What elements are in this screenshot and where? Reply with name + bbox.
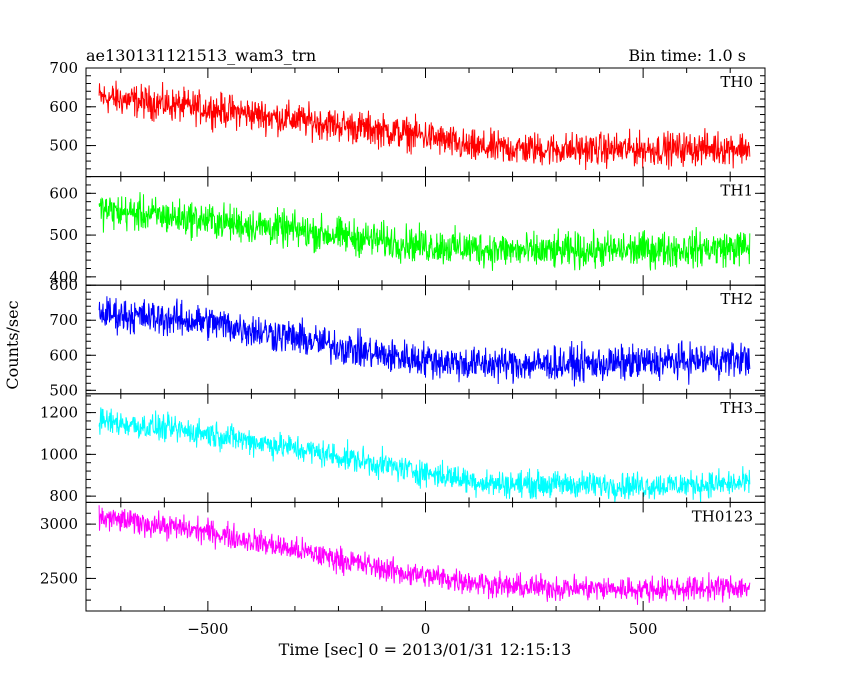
x-tick-label: 0 xyxy=(421,620,431,638)
bin-time-label: Bin time: 1.0 s xyxy=(628,46,746,65)
y-tick-label: 800 xyxy=(49,276,78,294)
panel-th1: 400 500 600 TH1 xyxy=(49,176,766,286)
y-tick-label: 500 xyxy=(49,137,78,155)
x-tick-label: 500 xyxy=(629,620,658,638)
panel-th2: 500 600 700 800 TH2 xyxy=(49,276,766,399)
panel-label: TH1 xyxy=(720,182,753,200)
y-tick-label: 600 xyxy=(49,346,78,364)
y-tick-label: 1000 xyxy=(40,445,78,463)
panel-label: TH2 xyxy=(720,290,753,308)
y-tick-label: 2500 xyxy=(40,569,78,587)
y-tick-label: 700 xyxy=(49,59,78,77)
y-tick-label: 600 xyxy=(49,184,78,202)
y-tick-label: 400 xyxy=(49,268,78,286)
series-th3 xyxy=(98,407,751,503)
panel-label: TH3 xyxy=(720,399,753,417)
series-th2 xyxy=(98,296,751,387)
x-axis-label: Time [sec] 0 = 2013/01/31 12:15:13 xyxy=(279,640,572,659)
chart-title: ae130131121513_wam3_trn xyxy=(86,46,316,65)
y-tick-label: 500 xyxy=(49,226,78,244)
panel-th0: 500 600 700 TH0 xyxy=(49,59,766,178)
y-axis-label: Counts/sec xyxy=(3,300,22,389)
y-tick-label: 600 xyxy=(49,98,78,116)
panel-label: TH0123 xyxy=(692,507,753,525)
panels-group: 500 600 700 TH0 400 500 600 TH1 500 600 700 800 TH2 8… xyxy=(40,59,766,638)
y-tick-label: 500 xyxy=(49,381,78,399)
panel-label: TH0 xyxy=(720,73,753,91)
x-tick-label: −500 xyxy=(187,620,228,638)
y-tick-label: 1200 xyxy=(40,404,78,422)
series-th0 xyxy=(98,80,751,171)
panel-th3: 800 1000 1200 TH3 xyxy=(40,393,766,505)
series-th1 xyxy=(98,192,751,271)
y-tick-label: 800 xyxy=(49,487,78,505)
series-th0123 xyxy=(98,505,751,605)
panel-th0123: 2500 3000 TH0123 xyxy=(40,501,766,612)
y-tick-label: 700 xyxy=(49,311,78,329)
y-tick-label: 3000 xyxy=(40,515,78,533)
